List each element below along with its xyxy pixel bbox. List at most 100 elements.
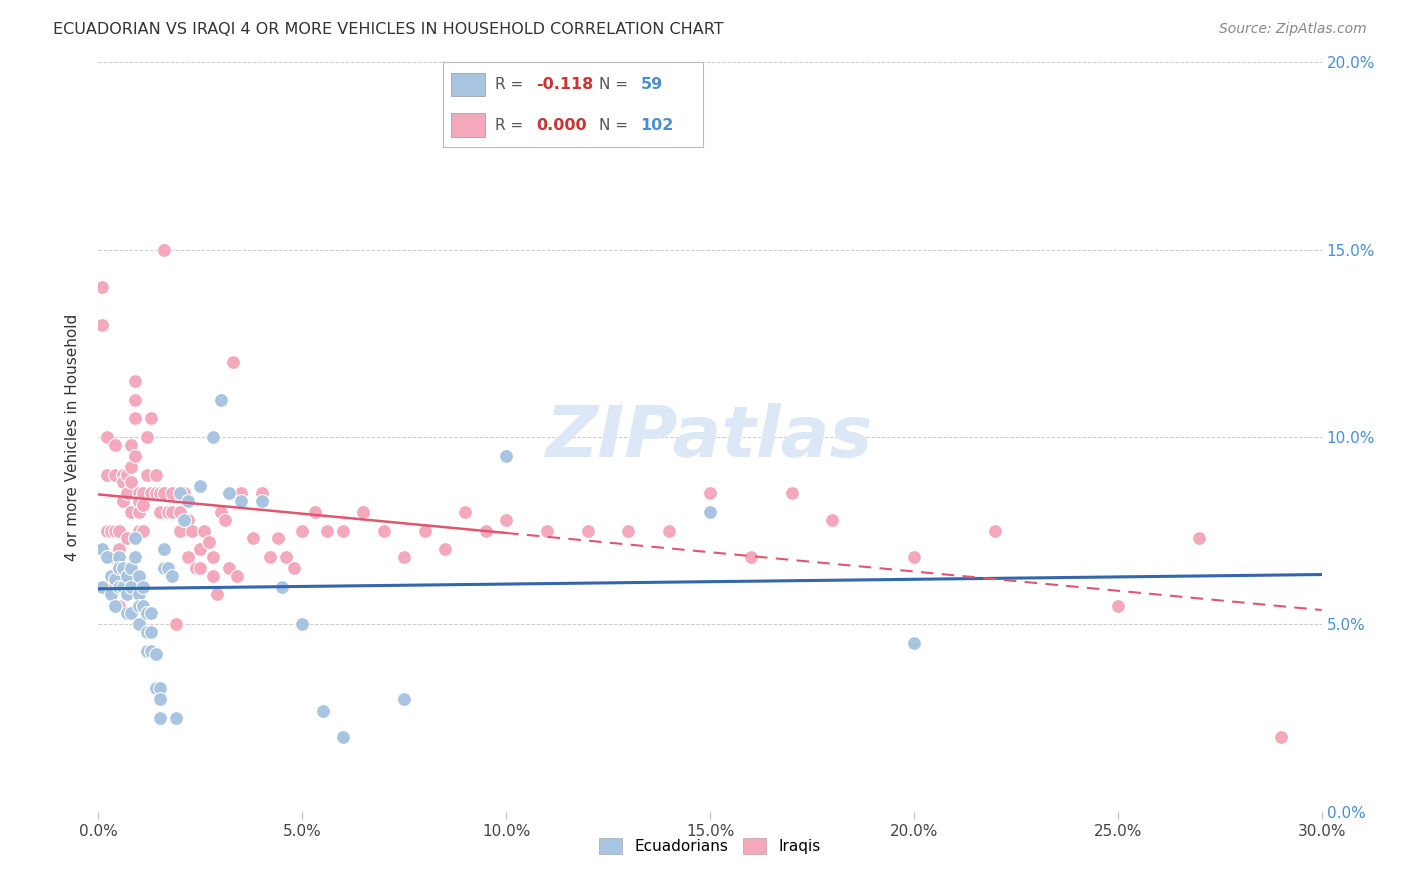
Point [312, 704, 335, 718]
Point [352, 505, 374, 519]
Point [124, 411, 146, 425]
Text: ECUADORIAN VS IRAQI 4 OR MORE VEHICLES IN HOUSEHOLD CORRELATION CHART: ECUADORIAN VS IRAQI 4 OR MORE VEHICLES I… [53, 22, 724, 37]
Point [91, 542, 114, 557]
Point [108, 542, 131, 557]
Point [115, 486, 138, 500]
Point [373, 524, 395, 538]
Point [181, 524, 204, 538]
Point [124, 531, 146, 545]
Point [136, 606, 159, 620]
Point [152, 243, 174, 257]
Point [250, 493, 273, 508]
Point [242, 531, 264, 545]
Point [128, 587, 150, 601]
Point [120, 606, 142, 620]
Point [205, 587, 228, 601]
Point [108, 561, 131, 575]
Point [658, 524, 681, 538]
Text: 0.000: 0.000 [537, 118, 588, 133]
Point [201, 549, 224, 564]
Point [392, 549, 416, 564]
Point [304, 505, 326, 519]
Point [100, 568, 122, 582]
Point [128, 486, 150, 500]
Point [115, 531, 138, 545]
Point [145, 467, 167, 482]
Point [332, 524, 354, 538]
Text: ZIPatlas: ZIPatlas [547, 402, 873, 472]
Point [193, 524, 215, 538]
Point [132, 580, 155, 594]
Point [218, 561, 240, 575]
Point [984, 524, 1007, 538]
Point [91, 280, 114, 294]
Point [124, 374, 146, 388]
Point [108, 580, 131, 594]
Point [141, 606, 163, 620]
Point [104, 437, 127, 451]
Point [160, 505, 183, 519]
Point [291, 524, 314, 538]
Point [120, 580, 142, 594]
Point [495, 449, 517, 463]
Point [111, 493, 134, 508]
Point [91, 580, 114, 594]
Point [536, 524, 558, 538]
Point [108, 599, 131, 613]
Point [115, 606, 138, 620]
Point [120, 505, 142, 519]
Point [165, 617, 187, 632]
Point [903, 636, 925, 650]
Point [177, 493, 200, 508]
Point [115, 568, 138, 582]
Point [315, 524, 337, 538]
Point [209, 392, 232, 407]
Point [136, 624, 159, 639]
Point [186, 561, 208, 575]
Point [149, 505, 172, 519]
Legend: Ecuadorians, Iraqis: Ecuadorians, Iraqis [593, 832, 827, 860]
Point [392, 692, 416, 706]
Point [136, 430, 159, 444]
Point [104, 524, 127, 538]
Point [1270, 730, 1292, 744]
Point [104, 467, 127, 482]
Point [128, 493, 150, 508]
Point [156, 561, 179, 575]
Point [214, 512, 236, 526]
Point [160, 486, 183, 500]
Point [141, 411, 163, 425]
Point [259, 549, 281, 564]
Point [128, 568, 150, 582]
Point [145, 486, 167, 500]
Point [495, 512, 517, 526]
Point [96, 467, 118, 482]
Point [226, 568, 249, 582]
Point [454, 505, 477, 519]
Point [120, 475, 142, 489]
Point [332, 730, 354, 744]
Point [270, 580, 294, 594]
Point [699, 486, 721, 500]
Point [111, 580, 134, 594]
Point [188, 479, 212, 493]
Point [903, 549, 925, 564]
Point [108, 549, 131, 564]
Point [124, 549, 146, 564]
Point [128, 617, 150, 632]
Point [274, 549, 297, 564]
Point [100, 549, 122, 564]
FancyBboxPatch shape [451, 113, 485, 137]
Point [124, 449, 146, 463]
Point [1188, 531, 1211, 545]
Point [96, 524, 118, 538]
Point [132, 599, 155, 613]
Text: N =: N = [599, 77, 633, 92]
Y-axis label: 4 or more Vehicles in Household: 4 or more Vehicles in Household [65, 313, 80, 561]
Point [141, 486, 163, 500]
Point [132, 486, 155, 500]
Point [267, 531, 290, 545]
Point [111, 561, 134, 575]
Point [136, 643, 159, 657]
Point [120, 460, 142, 475]
